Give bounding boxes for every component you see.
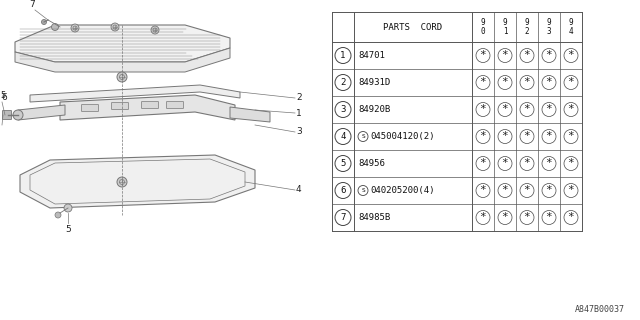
Text: *: *	[479, 77, 486, 87]
Polygon shape	[20, 155, 255, 208]
Text: 9
0: 9 0	[481, 18, 485, 36]
FancyBboxPatch shape	[111, 102, 129, 109]
Polygon shape	[18, 105, 65, 120]
Text: 5: 5	[0, 91, 5, 100]
Polygon shape	[60, 95, 235, 120]
Text: *: *	[546, 77, 552, 87]
Text: *: *	[568, 104, 574, 114]
Polygon shape	[15, 25, 230, 62]
FancyBboxPatch shape	[166, 101, 184, 108]
Circle shape	[117, 177, 127, 187]
Circle shape	[117, 72, 127, 82]
Text: *: *	[568, 50, 574, 60]
Text: 2: 2	[340, 78, 346, 87]
Text: 1: 1	[296, 108, 301, 117]
Text: 1: 1	[340, 51, 346, 60]
Text: *: *	[479, 212, 486, 222]
Text: 84985B: 84985B	[358, 213, 390, 222]
Circle shape	[13, 110, 23, 120]
Circle shape	[5, 112, 11, 118]
Text: 7: 7	[29, 0, 35, 9]
Text: *: *	[524, 185, 531, 195]
Text: *: *	[524, 131, 531, 141]
Text: *: *	[502, 212, 508, 222]
Text: *: *	[568, 185, 574, 195]
Text: *: *	[479, 50, 486, 60]
Text: *: *	[479, 131, 486, 141]
Text: 4: 4	[340, 132, 346, 141]
Text: *: *	[568, 131, 574, 141]
Text: *: *	[546, 212, 552, 222]
Text: 5: 5	[65, 225, 71, 234]
Circle shape	[71, 24, 79, 32]
Text: 9
3: 9 3	[547, 18, 551, 36]
Circle shape	[51, 23, 58, 30]
Text: A847B00037: A847B00037	[575, 305, 625, 314]
Text: *: *	[502, 158, 508, 168]
Text: PARTS  CORD: PARTS CORD	[383, 22, 443, 31]
Text: *: *	[502, 50, 508, 60]
Text: 6: 6	[340, 186, 346, 195]
Text: *: *	[568, 158, 574, 168]
Text: *: *	[568, 77, 574, 87]
Text: *: *	[479, 158, 486, 168]
Text: 3: 3	[340, 105, 346, 114]
Text: *: *	[479, 185, 486, 195]
Text: *: *	[546, 158, 552, 168]
Text: 9
2: 9 2	[525, 18, 529, 36]
Text: 2: 2	[296, 93, 301, 102]
Circle shape	[42, 20, 47, 25]
Polygon shape	[15, 48, 230, 72]
Text: *: *	[524, 212, 531, 222]
Text: *: *	[546, 131, 552, 141]
Polygon shape	[30, 85, 240, 102]
Text: 84701: 84701	[358, 51, 385, 60]
Text: *: *	[502, 131, 508, 141]
Text: *: *	[546, 50, 552, 60]
Text: *: *	[479, 104, 486, 114]
Text: *: *	[502, 77, 508, 87]
Circle shape	[64, 204, 72, 212]
Text: *: *	[524, 104, 531, 114]
Text: *: *	[502, 104, 508, 114]
Text: *: *	[546, 104, 552, 114]
Circle shape	[151, 26, 159, 34]
Text: *: *	[524, 77, 531, 87]
Text: *: *	[524, 158, 531, 168]
Text: 5: 5	[340, 159, 346, 168]
Text: *: *	[524, 50, 531, 60]
Text: 84920B: 84920B	[358, 105, 390, 114]
Text: 9
1: 9 1	[502, 18, 508, 36]
Text: *: *	[546, 185, 552, 195]
Text: 040205200(4): 040205200(4)	[370, 186, 435, 195]
Text: 7: 7	[340, 213, 346, 222]
Text: 045004120(2): 045004120(2)	[370, 132, 435, 141]
Text: 9
4: 9 4	[569, 18, 573, 36]
Polygon shape	[230, 107, 270, 122]
Text: 84931D: 84931D	[358, 78, 390, 87]
FancyBboxPatch shape	[3, 110, 12, 119]
Text: 3: 3	[296, 127, 301, 137]
Text: S: S	[361, 188, 365, 193]
Circle shape	[55, 212, 61, 218]
Text: *: *	[568, 212, 574, 222]
FancyBboxPatch shape	[141, 101, 159, 108]
Text: 6: 6	[1, 93, 7, 102]
Text: S: S	[361, 134, 365, 139]
Text: 4: 4	[296, 186, 301, 195]
Text: *: *	[502, 185, 508, 195]
FancyBboxPatch shape	[81, 105, 99, 111]
Text: 84956: 84956	[358, 159, 385, 168]
Circle shape	[111, 23, 119, 31]
